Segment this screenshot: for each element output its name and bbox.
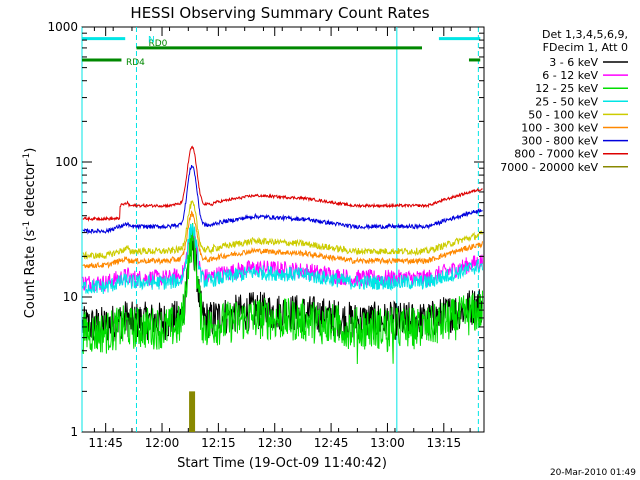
plot-frame	[81, 26, 485, 433]
legend-label-7: 800 - 7000 keV	[514, 148, 598, 161]
x-tick-label-4: 12:45	[314, 436, 349, 450]
series-line-2	[82, 222, 483, 365]
legend-header: Det 1,3,4,5,6,9, FDecim 1, Att 0	[542, 28, 628, 54]
x-tick-label-2: 12:15	[201, 436, 236, 450]
legend-label-6: 300 - 800 keV	[521, 135, 598, 148]
y-axis-title: Count Rate (s-1 detector-1)	[22, 148, 38, 319]
series-line-3	[82, 223, 483, 295]
legend-label-0: 3 - 6 keV	[549, 56, 598, 69]
timestamp: 20-Mar-2010 01:49	[550, 468, 636, 478]
legend-label-8: 7000 - 20000 keV	[500, 161, 598, 174]
x-tick-label-1: 12:00	[145, 436, 180, 450]
bar-marker-group	[189, 391, 196, 432]
series-line-4	[82, 199, 483, 260]
y-axis: 1 10 100 1000	[47, 20, 484, 439]
legend-label-3: 25 - 50 keV	[535, 95, 598, 108]
status-label-n: N	[148, 36, 155, 46]
vertical-markers	[81, 27, 479, 432]
y-tick-label-1: 10	[63, 290, 78, 304]
series-layer	[82, 145, 483, 365]
y-tick-label-0: 1	[70, 425, 78, 439]
y-tick-label-2: 100	[55, 155, 78, 169]
series-line-6	[82, 164, 483, 235]
chart-title: HESSI Observing Summary Count Rates	[130, 4, 429, 22]
x-axis: 11:45 12:00 12:15 12:30 12:45 13:00 13:15	[88, 27, 471, 450]
legend-label-4: 50 - 100 keV	[528, 108, 598, 121]
legend-label-2: 12 - 25 keV	[535, 82, 598, 95]
x-axis-title: Start Time (19-Oct-09 11:40:42)	[177, 456, 387, 471]
y-axis-title-main: Count Rate (s	[23, 230, 38, 319]
y-axis-title-end: )	[23, 148, 38, 153]
x-tick-label-0: 11:45	[88, 436, 123, 450]
status-label-rd4: RD4	[126, 58, 145, 68]
y-axis-title-mid: detector	[23, 161, 38, 221]
legend-label-5: 100 - 300 keV	[521, 122, 598, 135]
status-label-rd0: RD0	[148, 39, 167, 49]
series-line-5	[82, 210, 483, 269]
legend-header-line-1: Det 1,3,4,5,6,9,	[542, 28, 628, 41]
bar-marker	[189, 391, 196, 432]
y-axis-title-sup1: -1	[22, 221, 32, 230]
x-tick-label-3: 12:30	[257, 436, 292, 450]
series-line-0	[82, 227, 483, 342]
series-line-7	[82, 145, 483, 222]
x-tick-label-5: 13:00	[370, 436, 405, 450]
y-tick-label-3: 1000	[47, 20, 78, 34]
y-axis-title-sup2: -1	[22, 153, 32, 162]
legend-header-line-2: FDecim 1, Att 0	[543, 41, 628, 54]
legend-label-1: 6 - 12 keV	[542, 69, 598, 82]
x-tick-label-6: 13:15	[427, 436, 462, 450]
